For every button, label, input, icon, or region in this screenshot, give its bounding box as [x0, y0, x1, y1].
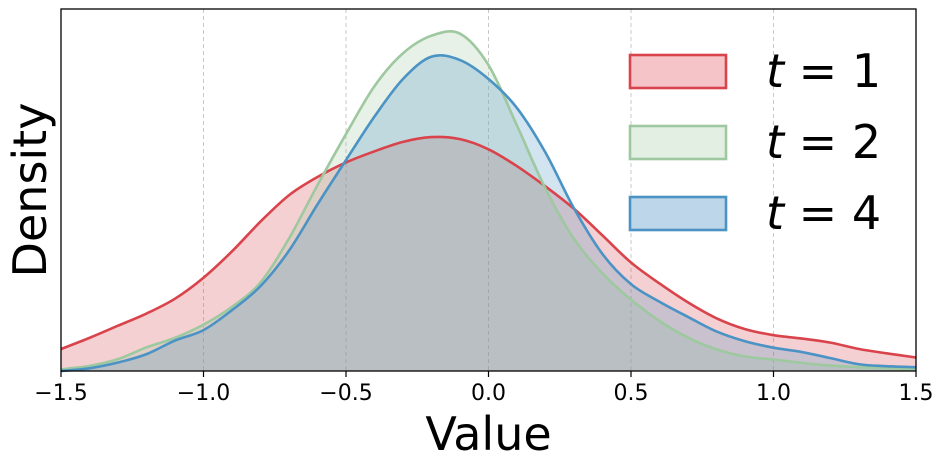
legend-label-series-2: t = 2 [766, 115, 881, 169]
legend-label-series-3: t = 4 [766, 186, 881, 240]
legend: t = 1 t = 2 t = 4 [628, 44, 881, 240]
x-tick-label: 0.0 [471, 381, 506, 406]
x-tick-label: 1.5 [899, 381, 934, 406]
x-tick-label: 1.0 [756, 381, 791, 406]
density-area-series-3 [61, 55, 916, 372]
density-line-series-1 [60, 135, 917, 359]
x-tick-label: −0.5 [319, 381, 372, 406]
density-line-series-3 [60, 54, 917, 373]
x-axis-title: Value [425, 407, 551, 461]
legend-swatch-series-2 [628, 124, 728, 161]
x-axis-ticks: −1.5 −1.0 −0.5 0.0 0.5 1.0 1.5 [34, 371, 934, 406]
x-tick-label: −1.5 [34, 381, 87, 406]
y-axis-title: Density [3, 103, 57, 278]
density-line-series-2 [60, 30, 917, 371]
density-areas [61, 31, 916, 372]
legend-label-series-1: t = 1 [766, 44, 881, 98]
x-tick-label: −1.0 [177, 381, 230, 406]
density-lines [60, 30, 917, 373]
grid-lines [203, 9, 774, 371]
legend-swatch-series-1 [628, 53, 728, 90]
legend-swatch-series-3 [628, 195, 728, 232]
x-tick-label: 0.5 [614, 381, 649, 406]
density-area-series-1 [61, 136, 916, 371]
density-area-series-2 [61, 31, 916, 371]
